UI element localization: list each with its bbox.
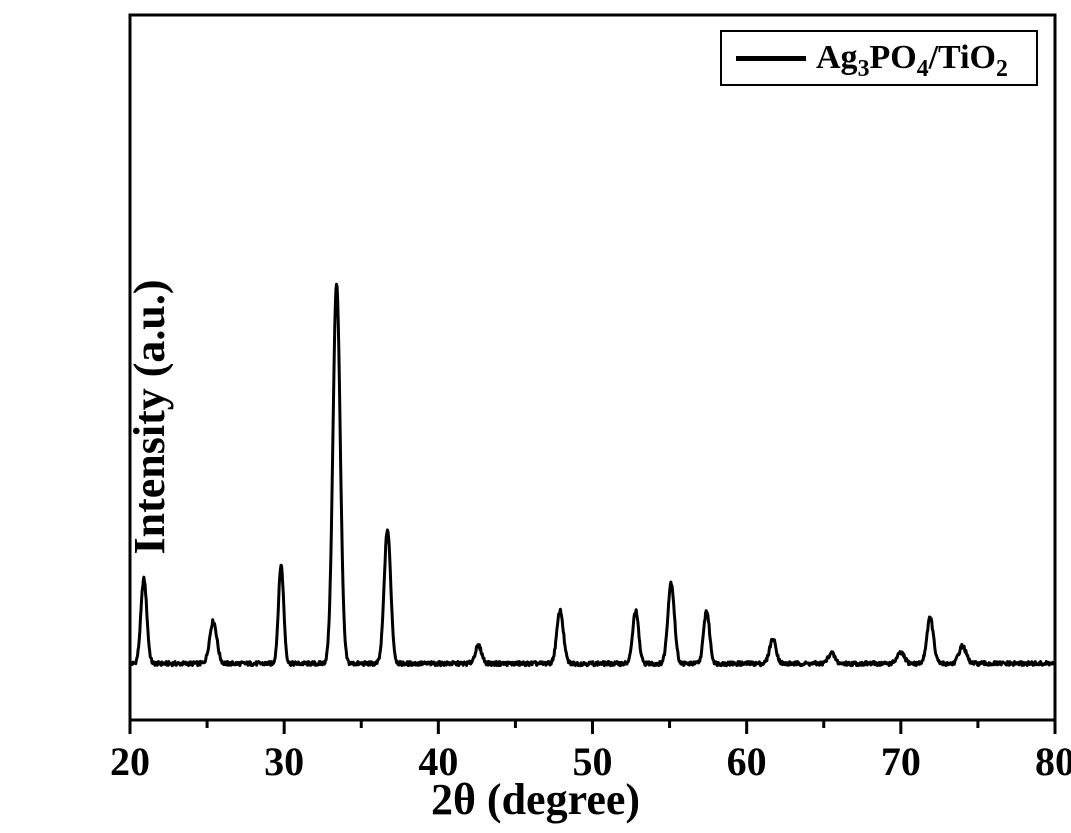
x-tick-label: 80 [1035,738,1071,785]
x-tick-label: 20 [110,738,150,785]
y-axis-label: Intensity (a.u.) [124,279,175,554]
legend-line-sample [736,56,806,61]
x-tick-label: 70 [881,738,921,785]
x-tick-label: 30 [264,738,304,785]
legend-text: Ag3PO4/TiO2 [816,39,1008,77]
x-tick-label: 60 [727,738,767,785]
legend: Ag3PO4/TiO2 [720,30,1038,86]
x-tick-label: 40 [418,738,458,785]
xrd-chart: Intensity (a.u.) 2θ (degree) 20304050607… [0,0,1071,833]
x-tick-label: 50 [573,738,613,785]
